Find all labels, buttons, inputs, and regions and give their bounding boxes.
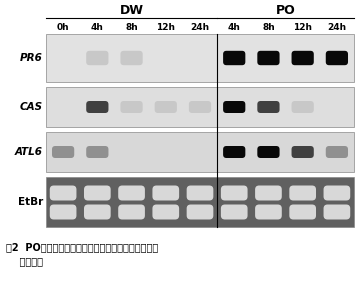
FancyBboxPatch shape [255,205,282,220]
FancyBboxPatch shape [52,146,74,158]
Text: 24h: 24h [327,23,346,32]
FancyBboxPatch shape [221,186,248,201]
FancyBboxPatch shape [326,146,348,158]
FancyBboxPatch shape [152,186,179,201]
FancyBboxPatch shape [324,186,350,201]
Text: CAS: CAS [20,102,43,112]
Text: 24h: 24h [190,23,210,32]
FancyBboxPatch shape [186,205,213,220]
FancyBboxPatch shape [223,101,246,113]
FancyBboxPatch shape [289,186,316,201]
FancyBboxPatch shape [50,186,76,201]
Text: 4h: 4h [228,23,240,32]
FancyBboxPatch shape [121,51,143,65]
Text: 4h: 4h [91,23,104,32]
Text: 8h: 8h [262,23,275,32]
FancyBboxPatch shape [186,186,213,201]
FancyBboxPatch shape [292,51,314,65]
FancyBboxPatch shape [84,186,111,201]
FancyBboxPatch shape [118,186,145,201]
Text: 図2  PO卵胞子処理によるトマトの防御関連遺伝子の: 図2 PO卵胞子処理によるトマトの防御関連遺伝子の [6,242,158,252]
Bar [46,87,354,127]
FancyBboxPatch shape [257,146,280,158]
FancyBboxPatch shape [86,51,108,65]
FancyBboxPatch shape [121,101,143,113]
Text: 0h: 0h [57,23,69,32]
Text: 8h: 8h [125,23,138,32]
FancyBboxPatch shape [289,205,316,220]
Text: ATL6: ATL6 [15,147,43,157]
FancyBboxPatch shape [118,205,145,220]
FancyBboxPatch shape [189,101,211,113]
Text: 12h: 12h [156,23,175,32]
Text: 発現解析: 発現解析 [6,256,43,266]
FancyBboxPatch shape [86,101,108,113]
FancyBboxPatch shape [255,186,282,201]
FancyBboxPatch shape [86,146,108,158]
Bar [46,34,354,82]
Text: PO: PO [276,5,296,18]
Text: EtBr: EtBr [18,197,43,207]
FancyBboxPatch shape [221,205,248,220]
Text: PR6: PR6 [20,53,43,63]
FancyBboxPatch shape [257,101,280,113]
FancyBboxPatch shape [292,101,314,113]
FancyBboxPatch shape [292,146,314,158]
FancyBboxPatch shape [223,146,246,158]
Bar [46,177,354,227]
FancyBboxPatch shape [152,205,179,220]
Text: 12h: 12h [293,23,312,32]
Text: DW: DW [120,5,144,18]
FancyBboxPatch shape [155,101,177,113]
FancyBboxPatch shape [257,51,280,65]
FancyBboxPatch shape [326,51,348,65]
Bar [46,132,354,172]
FancyBboxPatch shape [223,51,246,65]
FancyBboxPatch shape [50,205,76,220]
FancyBboxPatch shape [324,205,350,220]
FancyBboxPatch shape [84,205,111,220]
